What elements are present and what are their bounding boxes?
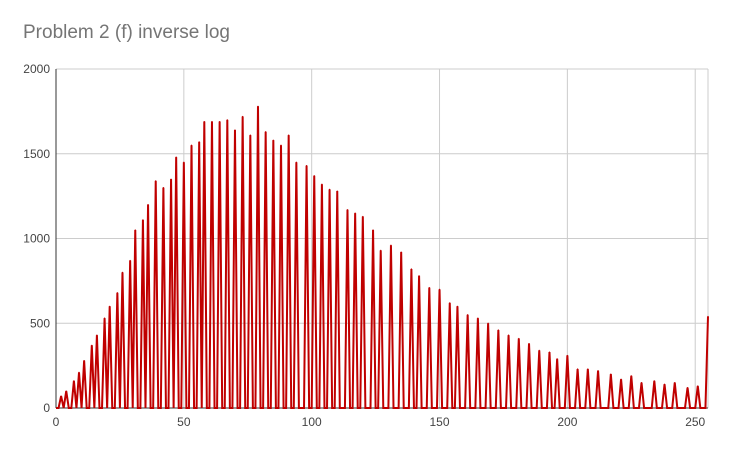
data-point [211,120,213,123]
data-point [518,337,520,340]
data-point [272,139,274,141]
data-point [674,381,676,384]
data-point [91,344,93,346]
tick-labels: 0 500 1000 1500 2000 0 50 100 150 200 250 [23,62,705,429]
data-point [103,317,106,319]
data-point [249,134,251,136]
data-point [610,373,612,375]
data-point [597,370,599,372]
data-point [162,187,164,189]
y-tick-label: 500 [30,316,50,330]
data-point [198,141,200,143]
data-point [336,190,338,192]
data-point [219,120,221,123]
data-point [640,381,643,384]
data-point [380,249,382,251]
data-point [556,358,558,360]
data-point [313,175,315,177]
data-point [577,368,579,370]
data-point [620,378,622,380]
x-tick-label: 50 [177,415,191,429]
data-point [390,244,392,246]
data-point [321,183,323,185]
data-point [697,385,699,387]
x-tick-label: 100 [302,415,322,429]
data-point [121,271,124,273]
data-point [265,131,267,133]
data-point [142,219,144,221]
data-point [630,375,632,377]
data-point [449,302,451,304]
data-point [73,380,75,382]
data-point [566,354,568,357]
data-point [295,161,297,163]
data-point [305,165,308,167]
data-point [707,315,709,318]
data-point [147,204,149,206]
data-point [83,359,85,362]
data-point [528,342,530,345]
data-point [467,314,469,316]
data-point [438,288,441,290]
x-tick-label: 200 [557,415,577,429]
data-point [129,259,131,262]
data-point [190,144,193,146]
data-point [328,188,331,190]
data-point [116,292,118,294]
data-point [354,212,356,214]
data-point [428,287,430,289]
data-point [487,322,489,324]
data-point [587,368,589,370]
x-tick-label: 0 [53,415,60,429]
data-point [257,105,259,107]
chart-title: Problem 2 (f) inverse log [23,22,230,43]
y-tick-label: 1000 [23,232,50,246]
data-point [242,115,244,118]
data-point [548,351,551,353]
axes [55,69,708,409]
data-point [226,119,228,121]
data-point [477,317,479,319]
data-point [175,156,177,158]
x-tick-label: 250 [685,415,705,429]
data-point [288,134,290,136]
data-point [96,334,98,336]
data-point [280,144,282,146]
series-line [56,106,709,409]
data-point [65,390,67,392]
data-point [418,275,420,277]
data-point [234,129,236,131]
y-tick-label: 1500 [23,147,50,161]
data-point [400,251,402,253]
y-tick-label: 0 [43,401,50,415]
data-point [372,229,374,231]
data-point [78,371,80,373]
data-point [346,209,349,211]
data-point [109,305,111,307]
data-point [134,229,136,231]
data-point [538,349,540,351]
data-point [155,180,157,182]
data-point [507,334,510,336]
data-point [362,215,364,218]
data-point [663,383,666,385]
y-tick-label: 2000 [23,62,50,76]
x-tick-label: 150 [430,415,450,429]
data-point [60,395,62,397]
data-point [183,161,185,163]
data-point [686,387,689,389]
data-point [203,120,205,123]
data-point [170,178,172,180]
data-point [410,268,412,270]
data-point [653,380,655,382]
series-layer [56,105,709,409]
data-point [456,305,459,307]
data-point [497,329,499,331]
